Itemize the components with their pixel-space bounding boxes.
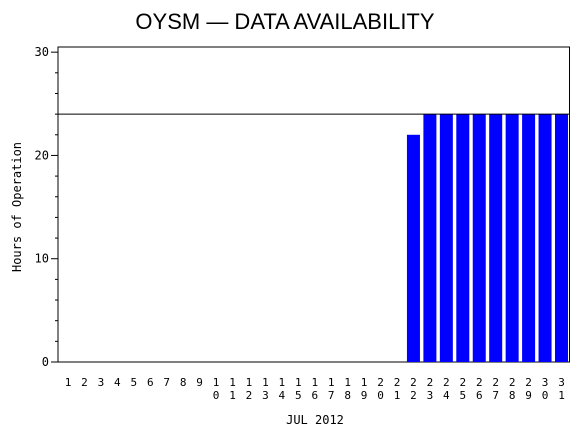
- x-tick-label-jul-28: 8: [509, 389, 516, 402]
- x-tick-label-jul-17: 7: [328, 389, 335, 402]
- x-tick-label-jul-11: 1: [229, 389, 236, 402]
- y-tick-label: 20: [35, 148, 49, 162]
- x-tick-label-jul-21: 1: [394, 389, 401, 402]
- x-tick-label-jul-23: 3: [427, 389, 434, 402]
- y-tick-label: 30: [35, 45, 49, 59]
- bar-jul-23: [423, 114, 437, 362]
- x-tick-label-jul-23: 2: [427, 376, 434, 389]
- bar-jul-31: [555, 114, 568, 362]
- x-tick-label-jul-13: 3: [262, 389, 269, 402]
- x-axis-label: JUL 2012: [286, 413, 344, 427]
- x-tick-label-jul-28: 2: [509, 376, 516, 389]
- bar-jul-27: [489, 114, 503, 362]
- x-tick-label-jul-19: 1: [361, 376, 368, 389]
- x-tick-label-jul-26: 2: [476, 376, 483, 389]
- bar-jul-28: [505, 114, 519, 362]
- x-tick-label-jul-24: 4: [443, 389, 450, 402]
- x-tick-label-jul-29: 2: [525, 376, 532, 389]
- bar-jul-25: [456, 114, 470, 362]
- x-tick-label-jul-18: 8: [344, 389, 351, 402]
- x-tick-label-jul-31: 3: [558, 376, 565, 389]
- x-tick-label-jul-19: 9: [361, 389, 368, 402]
- x-tick-label-jul-15: 5: [295, 389, 302, 402]
- x-tick-label-jul-31: 1: [558, 389, 565, 402]
- bar-jul-30: [538, 114, 552, 362]
- x-tick-label-jul-14: 1: [279, 376, 286, 389]
- x-tick-label-jul-30: 3: [542, 376, 549, 389]
- x-tick-label-jul-18: 1: [344, 376, 351, 389]
- x-tick-label-jul-12: 1: [246, 376, 253, 389]
- bar-jul-22: [406, 134, 420, 362]
- x-tick-label-jul-21: 2: [394, 376, 401, 389]
- x-tick-label-jul-27: 2: [492, 376, 499, 389]
- x-tick-label-jul-9: 9: [196, 376, 203, 389]
- x-tick-label-jul-6: 6: [147, 376, 154, 389]
- x-tick-label-jul-25: 2: [459, 376, 466, 389]
- x-tick-label-jul-14: 4: [279, 389, 286, 402]
- x-tick-label-jul-10: 0: [213, 389, 220, 402]
- x-tick-label-jul-16: 1: [311, 376, 318, 389]
- x-tick-label-jul-16: 6: [311, 389, 318, 402]
- x-tick-label-jul-2: 2: [81, 376, 88, 389]
- x-tick-label-jul-13: 1: [262, 376, 269, 389]
- x-tick-label-jul-7: 7: [163, 376, 170, 389]
- bar-jul-29: [522, 114, 536, 362]
- x-tick-label-jul-25: 5: [459, 389, 466, 402]
- x-tick-label-jul-30: 0: [542, 389, 549, 402]
- x-tick-label-jul-27: 7: [492, 389, 499, 402]
- chart-title: OYSM — DATA AVAILABILITY: [135, 9, 434, 34]
- x-tick-label-jul-20: 0: [377, 389, 384, 402]
- bar-jul-24: [439, 114, 453, 362]
- y-tick-label: 0: [42, 355, 49, 369]
- x-tick-label-jul-24: 2: [443, 376, 450, 389]
- x-tick-label-jul-22: 2: [410, 376, 417, 389]
- x-tick-label-jul-29: 9: [525, 389, 532, 402]
- y-axis-label: Hours of Operation: [10, 142, 24, 272]
- x-tick-label-jul-8: 8: [180, 376, 187, 389]
- x-tick-label-jul-4: 4: [114, 376, 121, 389]
- bar-jul-26: [472, 114, 486, 362]
- y-tick-label: 10: [35, 252, 49, 266]
- x-tick-label-jul-10: 1: [213, 376, 220, 389]
- x-tick-label-jul-1: 1: [65, 376, 72, 389]
- x-tick-label-jul-12: 2: [246, 389, 253, 402]
- x-tick-label-jul-22: 2: [410, 389, 417, 402]
- x-tick-label-jul-15: 1: [295, 376, 302, 389]
- x-tick-label-jul-17: 1: [328, 376, 335, 389]
- x-tick-label-jul-11: 1: [229, 376, 236, 389]
- x-tick-label-jul-5: 5: [130, 376, 137, 389]
- x-tick-label-jul-20: 2: [377, 376, 384, 389]
- x-tick-label-jul-26: 6: [476, 389, 483, 402]
- x-tick-label-jul-3: 3: [98, 376, 105, 389]
